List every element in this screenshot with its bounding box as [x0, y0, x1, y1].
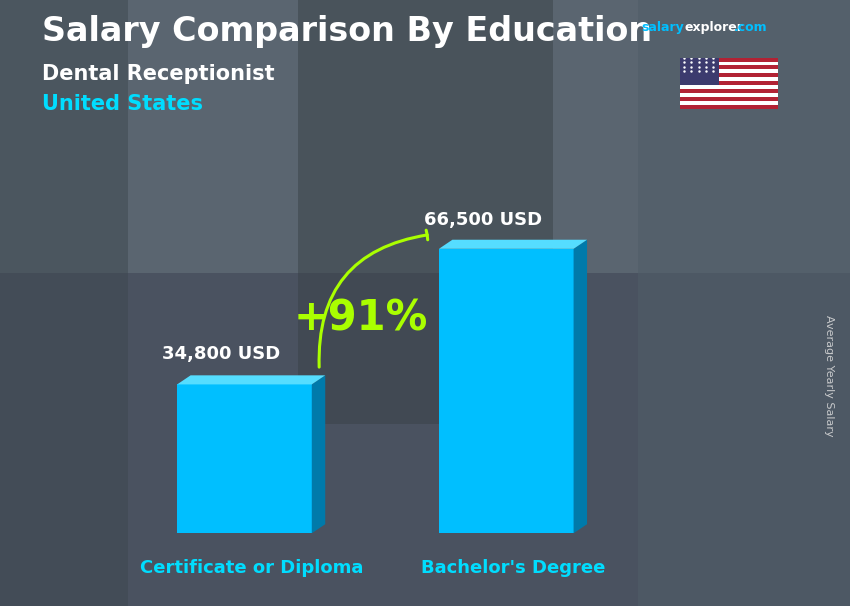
Bar	[680, 101, 778, 105]
Polygon shape	[177, 375, 326, 384]
Bar	[680, 58, 719, 85]
Bar	[680, 78, 778, 81]
Text: 34,800 USD: 34,800 USD	[162, 345, 280, 362]
Text: Certificate or Diploma: Certificate or Diploma	[139, 559, 363, 577]
Text: salary: salary	[642, 21, 684, 34]
Bar	[638, 0, 850, 606]
Bar	[680, 93, 778, 97]
Bar	[298, 0, 552, 424]
Text: .com: .com	[734, 21, 768, 34]
Polygon shape	[439, 240, 587, 249]
Bar	[680, 65, 778, 70]
Bar	[0, 0, 850, 273]
Bar	[680, 73, 778, 78]
Polygon shape	[312, 375, 326, 533]
Polygon shape	[439, 249, 574, 533]
Polygon shape	[574, 240, 587, 533]
Text: explorer: explorer	[684, 21, 743, 34]
Text: Salary Comparison By Education: Salary Comparison By Education	[42, 15, 653, 48]
Polygon shape	[177, 384, 312, 533]
Text: +91%: +91%	[293, 298, 428, 340]
Bar	[680, 58, 778, 62]
Text: Dental Receptionist: Dental Receptionist	[42, 64, 275, 84]
Bar	[680, 85, 778, 89]
Bar	[680, 70, 778, 73]
Bar	[680, 97, 778, 101]
Bar	[0, 273, 850, 606]
Text: Bachelor's Degree: Bachelor's Degree	[421, 559, 605, 577]
Text: Average Yearly Salary: Average Yearly Salary	[824, 315, 834, 436]
Bar	[680, 105, 778, 109]
Bar	[680, 62, 778, 65]
Text: 66,500 USD: 66,500 USD	[424, 211, 542, 229]
Bar	[680, 89, 778, 93]
Text: United States: United States	[42, 94, 203, 114]
Bar	[680, 81, 778, 85]
Bar	[0, 0, 128, 606]
